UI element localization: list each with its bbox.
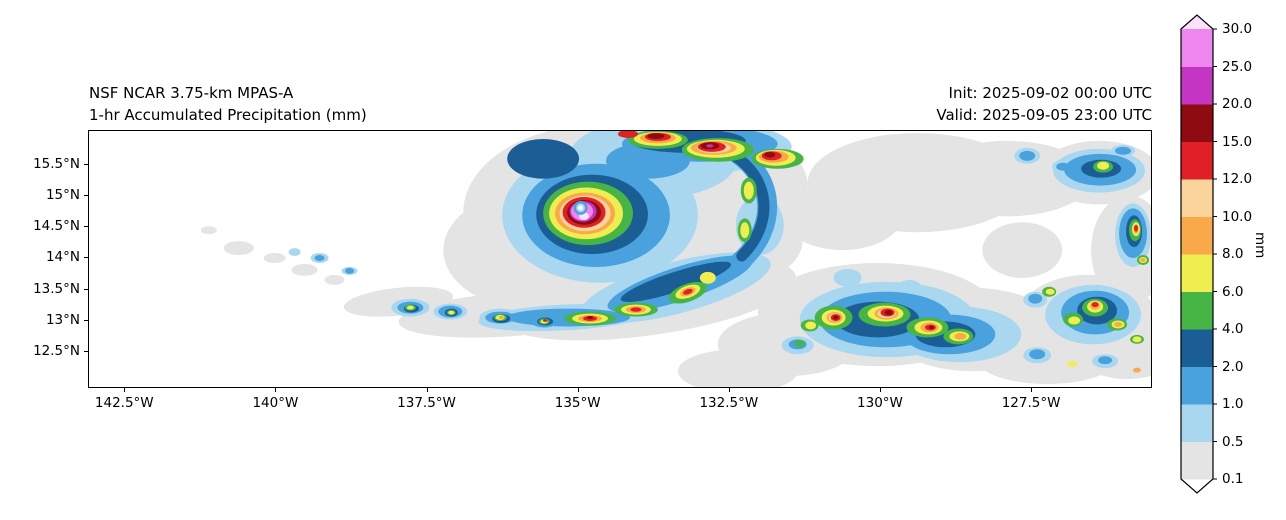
y-tick-mark — [84, 195, 88, 197]
colorbar-tick-label: 12.0 — [1222, 171, 1253, 187]
colorbar-tick-label: 4.0 — [1222, 321, 1244, 337]
model-title: NSF NCAR 3.75-km MPAS-A — [89, 84, 294, 102]
colorbar-tick-label: 10.0 — [1222, 208, 1253, 225]
colorbar-tick-label: 2.0 — [1222, 358, 1244, 375]
valid-time-label: Valid: 2025-09-05 23:00 UTC — [936, 106, 1152, 124]
y-tick-label: 15.5°N — [33, 156, 80, 173]
x-tick-mark — [426, 388, 428, 392]
x-tick-label: 142.5°W — [94, 395, 154, 411]
x-tick-mark — [1031, 388, 1033, 392]
colorbar-tick-label: 1.0 — [1222, 396, 1244, 412]
x-tick-mark — [728, 388, 730, 392]
run-time-labels: Init: 2025-09-02 00:00 UTC Valid: 2025-0… — [936, 82, 1152, 126]
init-time-label: Init: 2025-09-02 00:00 UTC — [948, 84, 1152, 102]
y-tick-label: 14.5°N — [33, 218, 80, 235]
x-tick-label: 140°W — [252, 395, 299, 411]
y-tick-label: 13.5°N — [33, 280, 80, 297]
x-tick-label: 137.5°W — [397, 395, 456, 411]
x-tick-mark — [124, 388, 126, 392]
x-tick-label: 132.5°W — [699, 395, 759, 411]
y-tick-mark — [84, 319, 88, 321]
colorbar-tick-label: 6.0 — [1222, 283, 1244, 300]
field-title: 1-hr Accumulated Precipitation (mm) — [89, 106, 367, 124]
colorbar-units-label: mm — [1252, 232, 1268, 259]
cyclone-eye — [573, 200, 588, 215]
x-tick-mark — [879, 388, 881, 392]
colorbar-tick-label: 8.0 — [1222, 246, 1244, 262]
y-tick-label: 15°N — [45, 187, 80, 204]
y-tick-mark — [84, 257, 88, 259]
x-tick-label: 135°W — [554, 395, 601, 411]
x-tick-mark — [577, 388, 579, 392]
colorbar-tick-label: 25.0 — [1222, 58, 1253, 75]
y-tick-mark — [84, 226, 88, 228]
colorbar-tick-label: 15.0 — [1222, 133, 1253, 150]
plot-titles: NSF NCAR 3.75-km MPAS-A 1-hr Accumulated… — [89, 82, 367, 126]
y-tick-label: 13°N — [45, 311, 80, 328]
x-tick-label: 127.5°W — [1001, 395, 1061, 411]
y-tick-mark — [84, 350, 88, 352]
colorbar — [1180, 14, 1220, 496]
colorbar-svg — [1180, 14, 1217, 494]
precipitation-field — [200, 131, 1151, 387]
map-axes — [88, 130, 1152, 388]
y-tick-mark — [84, 288, 88, 290]
y-tick-mark — [84, 164, 88, 166]
colorbar-tick-label: 0.5 — [1222, 433, 1244, 450]
x-tick-mark — [275, 388, 277, 392]
colorbar-tick-label: 30.0 — [1222, 21, 1253, 37]
colorbar-tick-label: 20.0 — [1222, 96, 1253, 112]
x-tick-label: 130°W — [857, 395, 903, 411]
colorbar-tick-label: 0.1 — [1222, 471, 1244, 487]
y-tick-label: 14°N — [45, 249, 80, 266]
y-tick-label: 12.5°N — [33, 342, 80, 359]
